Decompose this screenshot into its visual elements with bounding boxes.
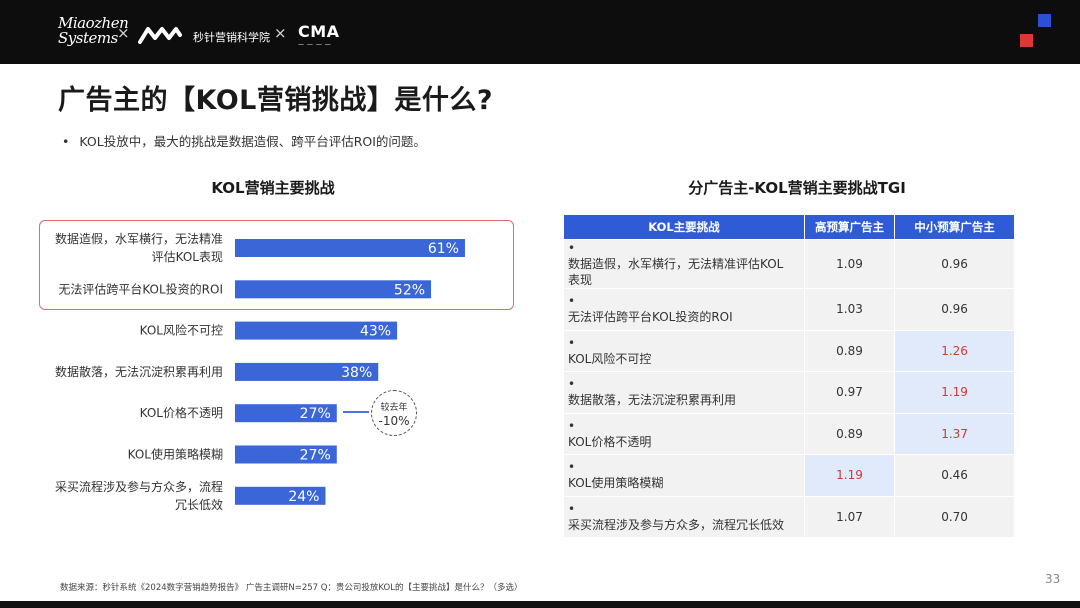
bullet-dot: • [568,460,576,475]
bar-value-label: 24% [288,489,319,505]
brand-primary: Miaozhen [58,14,129,32]
summary-text: KOL投放中，最大的挑战是数据造假、跨平台评估ROI的问题。 [79,134,426,149]
miaozhen-institute-icon [138,27,182,44]
header-challenge: KOL主要挑战 [564,215,804,239]
cell-challenge: • 数据造假，水军横行，无法精准评估KOL表现 [564,240,804,288]
separator-x: × [117,24,130,42]
category-label: KOL风险不可控 [140,323,223,338]
bullet-dot: • [568,294,576,309]
challenge-text: 采买流程涉及参与方众多，流程冗长低效 [568,517,785,532]
chart-title: KOL营销主要挑战 [211,179,335,197]
bar-3 [235,362,379,381]
table-row: •KOL使用策略模糊 1.19 0.46 [564,455,1014,496]
table-row: •采买流程涉及参与方众多，流程冗长低效 1.07 0.70 [564,496,1014,537]
bar-1 [235,280,432,299]
bar-5 [235,445,337,464]
header-small-budget: 中小预算广告主 [895,215,1014,239]
summary-bullet: • KOL投放中，最大的挑战是数据造假、跨平台评估ROI的问题。 [62,131,426,150]
category-label: KOL使用策略模糊 [128,447,223,462]
category-label: 采买流程涉及参与方众多，流程 [55,479,223,494]
yoy-label: 较去年 [380,403,408,413]
bar-0 [235,239,465,257]
cell-challenge: •KOL使用策略模糊 [564,455,804,496]
bullet-dot: • [62,134,70,149]
challenge-text: 数据造假，水军横行，无法精准评估KOL表现 [568,257,784,287]
category-label: 数据造假，水军横行，无法精准 [55,231,223,246]
cell-small-budget: 0.46 [895,455,1014,496]
institute-name: 秒针营销科学院 [193,31,270,44]
highlight-box [39,220,514,310]
yoy-annotation: 较去年 -10% [371,390,417,436]
cell-challenge: •采买流程涉及参与方众多，流程冗长低效 [564,496,804,537]
challenge-text: 无法评估跨平台KOL投资的ROI [568,310,733,325]
cell-small-budget: 1.26 [895,330,1014,371]
bar-value-label: 38% [341,365,372,381]
bar-value-label: 52% [394,282,425,298]
challenge-text: KOL价格不透明 [568,434,652,449]
table-row: •KOL价格不透明 0.89 1.37 [564,413,1014,454]
header-high-budget: 高预算广告主 [804,215,895,239]
bar-value-label: 61% [428,241,459,257]
bar-chart: 61% 数据造假，水军横行，无法精准评估KOL表现 52% 无法评估跨平台KOL投资的… [55,231,465,512]
tgi-table: KOL主要挑战 高预算广告主 中小预算广告主 • 数据造假，水军横行，无法精准评估… [563,214,1015,538]
miaozhen-logo: Miaozhen Systems [58,14,129,47]
bar-value-label: 43% [360,324,391,340]
bullet-dot: • [568,377,576,392]
challenge-text: 数据散落，无法沉淀积累再利用 [568,393,737,408]
cma-logo: CMA [298,22,340,41]
challenge-text: KOL使用策略模糊 [568,476,664,491]
page-title: 广告主的【KOL营销挑战】是什么? [58,85,494,116]
bar-6 [235,486,326,505]
bar-4 [235,404,337,423]
cell-small-budget: 1.37 [895,413,1014,454]
category-label: 数据散落，无法沉淀积累再利用 [55,364,223,379]
cell-high-budget: 1.07 [804,496,895,537]
cell-small-budget: 0.96 [895,289,1014,330]
cell-challenge: •数据散落，无法沉淀积累再利用 [564,372,804,413]
cell-high-budget: 1.09 [804,240,895,288]
cell-small-budget: 0.70 [895,496,1014,537]
table-row: • 数据造假，水军横行，无法精准评估KOL表现 1.09 0.96 [564,240,1014,288]
yoy-value: -10% [378,414,410,428]
table-row: •KOL风险不可控 0.89 1.26 [564,330,1014,371]
brand-secondary: Systems [58,29,118,47]
cma-logo-sub: — — — — [298,41,332,48]
category-label: 冗长低效 [175,497,223,512]
footer-bar [0,601,1080,608]
bar-2 [235,321,398,340]
cell-high-budget: 0.97 [804,372,895,413]
cell-high-budget: 0.89 [804,413,895,454]
bullet-dot: • [568,335,576,350]
cell-challenge: •无法评估跨平台KOL投资的ROI [564,289,804,330]
bar-value-label: 27% [300,448,331,464]
cell-high-budget: 1.03 [804,289,895,330]
table-title: 分广告主-KOL营销主要挑战TGI [688,179,906,197]
separator-x-2: × [274,24,287,42]
cell-challenge: •KOL风险不可控 [564,330,804,371]
bar-value-label: 27% [300,406,331,422]
header-bar: Miaozhen Systems × 秒针营销科学院 × CMA — — — — [0,0,1080,64]
blue-square-decor [1038,14,1051,27]
cell-small-budget: 1.19 [895,372,1014,413]
category-label: KOL价格不透明 [140,405,223,420]
annotation-connector [343,411,369,413]
cell-small-budget: 0.96 [895,240,1014,288]
red-square-decor [1020,34,1033,47]
cell-high-budget: 1.19 [804,455,895,496]
cell-high-budget: 0.89 [804,330,895,371]
cell-challenge: •KOL价格不透明 [564,413,804,454]
data-source-note: 数据来源：秒针系统《2024数字营销趋势报告》 广告主调研N=257 Q：贵公司… [60,583,523,593]
bullet-dot: • [568,418,576,433]
table-row: •数据散落，无法沉淀积累再利用 0.97 1.19 [564,372,1014,413]
table-header-row: KOL主要挑战 高预算广告主 中小预算广告主 [564,215,1014,239]
bullet-dot: • [568,241,576,255]
challenge-text: KOL风险不可控 [568,351,652,366]
bullet-dot: • [568,501,576,516]
page-number: 33 [1045,572,1061,586]
table-row: •无法评估跨平台KOL投资的ROI 1.03 0.96 [564,289,1014,330]
category-label: 评估KOL表现 [152,250,223,264]
category-label: 无法评估跨平台KOL投资的ROI [58,281,223,296]
